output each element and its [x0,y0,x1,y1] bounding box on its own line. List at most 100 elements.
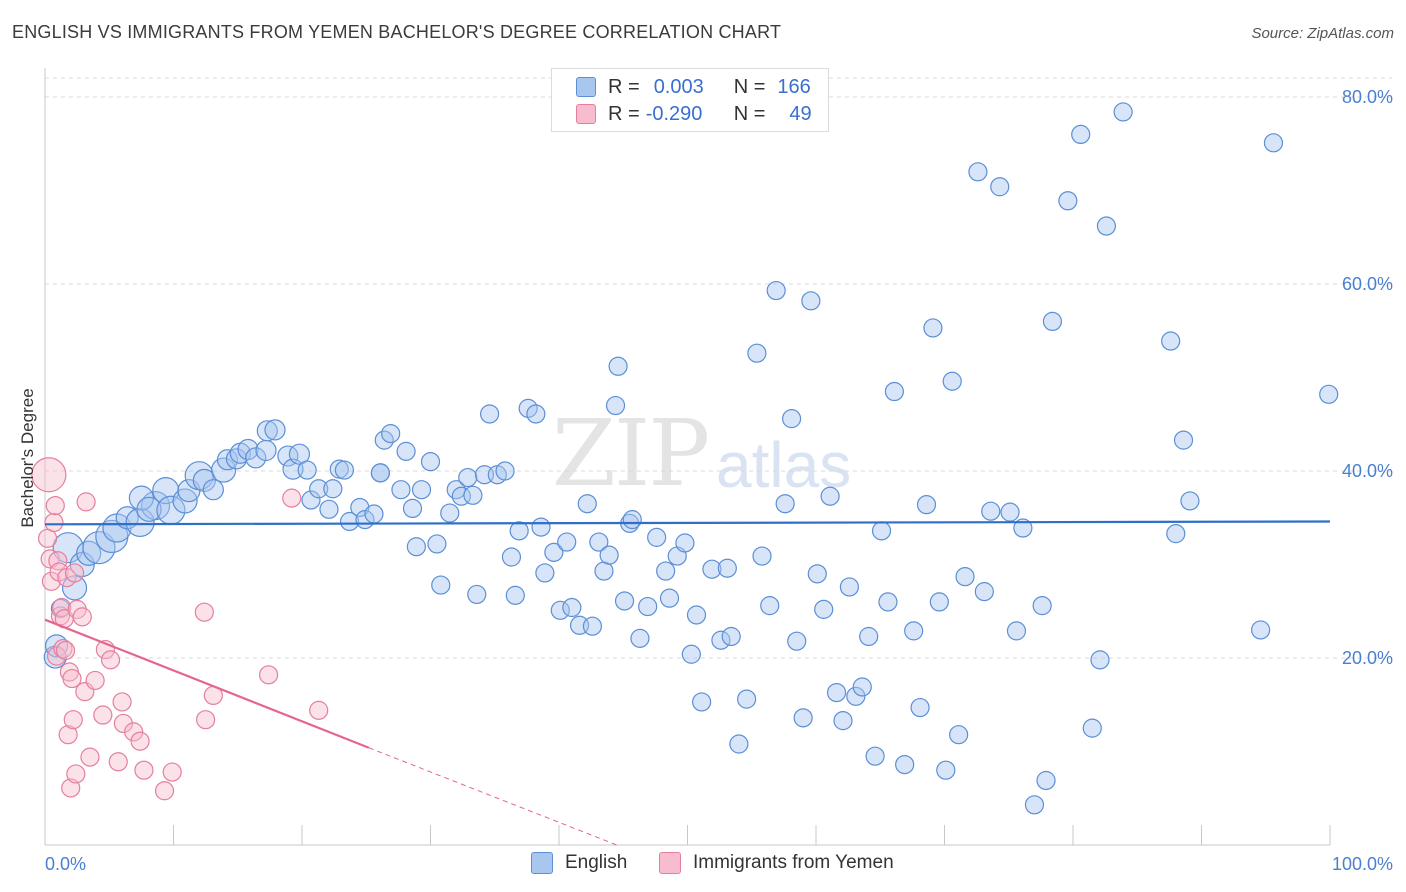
english-point [136,496,162,522]
english-point [334,460,355,480]
english-point [427,534,447,554]
english-point [301,490,321,510]
english-point [505,585,525,605]
english-trend-line [44,520,1331,526]
english-point [775,494,795,514]
english-point [1319,384,1339,404]
english-point [557,532,577,552]
english-point [814,599,834,619]
legend-label-english: English [565,852,628,873]
yemen-point [58,725,78,745]
legend-row-english: R = 0.003 N = 166 [576,74,811,100]
english-point [820,486,840,506]
yemen-point [40,549,60,569]
english-point [807,564,827,584]
english-point [942,371,962,391]
english-point [752,546,772,566]
english-legend-icon [531,852,553,874]
english-point [675,533,695,553]
n-label: N = [733,102,766,125]
english-point [605,395,626,416]
english-point [729,734,749,754]
english-point [1166,524,1186,544]
watermark-atlas: atlas [716,429,852,501]
english-point [599,545,619,565]
y-tick-label: 80.0% [1342,87,1393,107]
english-point [1251,620,1271,640]
chart-title: ENGLISH VS IMMIGRANTS FROM YEMEN BACHELO… [12,22,782,42]
yemen-point [64,563,85,583]
english-point [309,479,329,499]
english-point [747,343,767,363]
yemen-point [108,752,128,772]
english-point [44,634,69,658]
english-point [904,621,924,641]
r-label: R = [608,75,640,98]
legend-item-yemen: Immigrants from Yemen [659,852,894,874]
english-point [846,686,866,706]
english-point [916,495,937,515]
english-point [949,725,969,745]
english-point [1000,502,1020,522]
yemen-point [62,668,82,689]
english-point [480,404,500,424]
english-point [211,457,237,483]
english-point [659,588,680,608]
english-point [974,582,994,602]
english-point [839,577,860,597]
yemen-point [134,760,154,780]
english-point [82,531,116,565]
x-tick-label: 100.0% [1332,854,1393,874]
english-point [681,644,701,664]
english-point [370,463,390,483]
english-point [884,381,904,402]
english-point [955,567,975,587]
yemen-point [124,722,144,742]
english-point [1173,430,1194,450]
english-point [467,584,487,605]
english-point [1036,770,1056,791]
yemen-trend-extension [368,747,618,846]
yemen-point [46,646,67,666]
n-value: 49 [789,102,812,125]
english-point [1024,795,1045,815]
english-point [495,461,515,481]
english-point [630,628,650,648]
english-point [638,596,658,617]
yemen-point [194,602,214,622]
english-point [202,479,224,501]
english-point [544,542,564,562]
english-point [1042,311,1063,331]
english-point [1180,491,1200,511]
english-point [526,404,546,424]
english-point [297,460,317,480]
yemen-point [63,710,83,730]
source-credit: Source: ZipAtlas.com [1251,25,1394,42]
english-point [692,692,712,712]
yemen-point [66,764,86,784]
english-point [622,510,642,530]
english-point [463,485,483,505]
n-value: 166 [777,75,811,98]
english-point [826,682,847,703]
yemen-point [100,650,121,670]
yemen-point [55,640,76,661]
english-point [589,532,609,552]
english-point [264,419,286,441]
english-point [878,592,898,612]
english-point [501,547,522,567]
english-point [1090,650,1110,670]
yemen-point [282,488,302,508]
yemen-swatch-icon [576,104,596,124]
y-tick-label: 40.0% [1342,461,1393,481]
yemen-trend-line [44,618,370,749]
english-point [895,754,915,775]
english-point [411,480,432,500]
series-legend: English Immigrants from Yemen [0,852,1406,878]
english-point [550,600,570,620]
english-point [981,501,1001,521]
stats-legend: R = 0.003 N = 166 R = -0.290 N = 49 [551,68,829,132]
english-point [781,409,802,429]
x-tick-label: 0.0% [45,854,86,874]
